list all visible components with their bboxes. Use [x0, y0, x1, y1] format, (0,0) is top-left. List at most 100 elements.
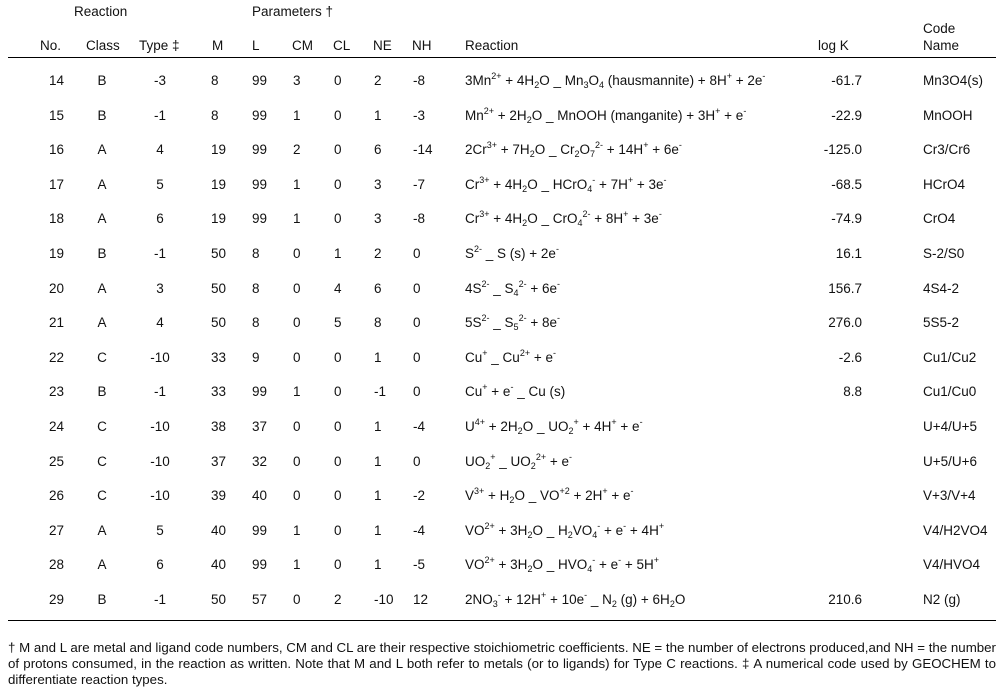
cell-type: -10	[150, 488, 170, 504]
cell-l: 99	[252, 176, 268, 192]
cell-l: 99	[252, 384, 268, 400]
cell-no: 18	[48, 211, 64, 227]
header-nh: NH	[412, 38, 432, 53]
cell-code: 4S4-2	[923, 280, 960, 296]
cell-no: 27	[48, 522, 64, 538]
cell-type: -1	[153, 245, 166, 261]
header-m: M	[212, 38, 224, 53]
cell-cl: 2	[334, 591, 342, 607]
cell-nh: -4	[413, 418, 426, 434]
header-cm: CM	[292, 38, 313, 53]
cell-cl: 0	[334, 384, 342, 400]
cell-m: 50	[211, 315, 227, 331]
table-row: 22 C -10 33 9 0 0 1 0 Cu+ _ Cu2+ + e- -2.6 Cu1/Cu2	[0, 343, 1004, 378]
cell-logk: 156.7	[828, 280, 862, 296]
cell-class: B	[97, 591, 107, 607]
cell-cl: 0	[334, 73, 342, 88]
cell-cl: 0	[334, 349, 342, 365]
cell-l: 99	[252, 211, 268, 227]
cell-class: B	[97, 245, 107, 261]
header-cl: CL	[333, 38, 351, 53]
cell-l: 37	[252, 418, 268, 434]
cell-ne: 1	[374, 418, 382, 434]
cell-logk: -68.5	[831, 176, 862, 192]
cell-code: U+4/U+5	[923, 418, 978, 434]
table-row: 19 B -1 50 8 0 1 2 0 S2- _ S (s) + 2e- 16.1 S-2/S0	[0, 239, 1004, 274]
cell-cm: 1	[293, 107, 301, 123]
cell-m: 39	[211, 488, 227, 504]
table-row: 28 A 6 40 99 1 0 1 -5 VO2+ + 3H2O _ HVO4- + e- + …	[0, 550, 1004, 585]
cell-class: C	[97, 453, 107, 469]
cell-ne: 1	[374, 107, 382, 123]
table-row: 15 B -1 8 99 1 0 1 -3 Mn2+ + 2H2O _ MnOOH (mangan…	[0, 101, 1004, 136]
cell-class: B	[97, 107, 107, 123]
cell-no: 23	[48, 384, 64, 400]
cell-cm: 3	[293, 73, 301, 88]
header-class: Class	[86, 38, 120, 53]
cell-m: 8	[211, 107, 219, 123]
header-no: No.	[40, 38, 62, 53]
table-row: 24 C -10 38 37 0 0 1 -4 U4+ + 2H2O _ UO2+ + 4H+ +…	[0, 412, 1004, 447]
cell-code: Cu1/Cu0	[923, 384, 977, 400]
cell-type: 5	[156, 522, 164, 538]
cell-l: 8	[252, 315, 260, 331]
cell-code: V+3/V+4	[923, 488, 976, 504]
cell-no: 19	[48, 245, 64, 261]
cell-logk: 276.0	[828, 315, 862, 331]
cell-type: -10	[150, 349, 170, 365]
cell-no: 22	[48, 349, 64, 365]
cell-cm: 1	[293, 557, 301, 573]
cell-reaction: Mn2+ + 2H2O _ MnOOH (manganite) + 3H+ + …	[465, 105, 747, 125]
header-group-parameters: Parameters †	[252, 4, 334, 19]
cell-m: 8	[211, 73, 219, 88]
cell-cl: 1	[334, 245, 342, 261]
cell-cl: 0	[334, 453, 342, 469]
cell-ne: 3	[374, 176, 382, 192]
cell-l: 57	[252, 591, 268, 607]
cell-logk: -61.7	[831, 73, 862, 88]
cell-ne: 1	[374, 522, 382, 538]
cell-code: V4/HVO4	[923, 557, 981, 573]
cell-m: 50	[211, 280, 227, 296]
cell-ne: 6	[374, 142, 382, 158]
table-row: 14 B -3 8 99 3 0 2 -8 3Mn2+ + 4H2O _ Mn3O4 (hausm…	[0, 66, 1004, 101]
cell-reaction: 4S2- _ S42- + 6e-	[465, 278, 560, 298]
cell-m: 40	[211, 522, 227, 538]
cell-no: 15	[48, 107, 64, 123]
cell-class: C	[97, 349, 107, 365]
cell-no: 20	[48, 280, 64, 296]
cell-no: 17	[48, 176, 64, 192]
cell-cm: 0	[293, 591, 301, 607]
table-row: 17 A 5 19 99 1 0 3 -7 Cr3+ + 4H2O _ HCrO4- + 7H+ …	[0, 170, 1004, 205]
cell-cl: 0	[334, 142, 342, 158]
cell-code: HCrO4	[923, 176, 966, 192]
cell-class: A	[97, 557, 107, 573]
cell-class: B	[97, 73, 107, 88]
cell-reaction: Cr3+ + 4H2O _ HCrO4- + 7H+ + 3e-	[465, 174, 667, 194]
cell-code: N2 (g)	[923, 591, 961, 607]
cell-l: 99	[252, 142, 268, 158]
cell-type: 4	[156, 142, 164, 158]
cell-no: 26	[48, 488, 64, 504]
cell-type: 3	[156, 280, 164, 296]
cell-class: A	[97, 142, 107, 158]
cell-l: 99	[252, 107, 268, 123]
cell-logk: -22.9	[831, 107, 862, 123]
header-name: Name	[923, 38, 960, 53]
cell-ne: 2	[374, 245, 382, 261]
cell-nh: -4	[413, 522, 426, 538]
cell-no: 28	[48, 557, 64, 573]
cell-no: 29	[48, 591, 64, 607]
cell-class: A	[97, 176, 107, 192]
cell-m: 19	[211, 142, 227, 158]
cell-nh: -7	[413, 176, 426, 192]
cell-ne: -1	[374, 384, 387, 400]
cell-reaction: VO2+ + 3H2O _ HVO4- + e- + 5H+	[465, 555, 660, 575]
cell-nh: 0	[413, 245, 421, 261]
cell-cl: 5	[334, 315, 342, 331]
cell-code: Mn3O4(s)	[923, 73, 984, 88]
cell-reaction: U4+ + 2H2O _ UO2+ + 4H+ + e-	[465, 416, 643, 436]
cell-class: B	[97, 384, 107, 400]
cell-l: 99	[252, 557, 268, 573]
cell-type: 6	[156, 557, 164, 573]
